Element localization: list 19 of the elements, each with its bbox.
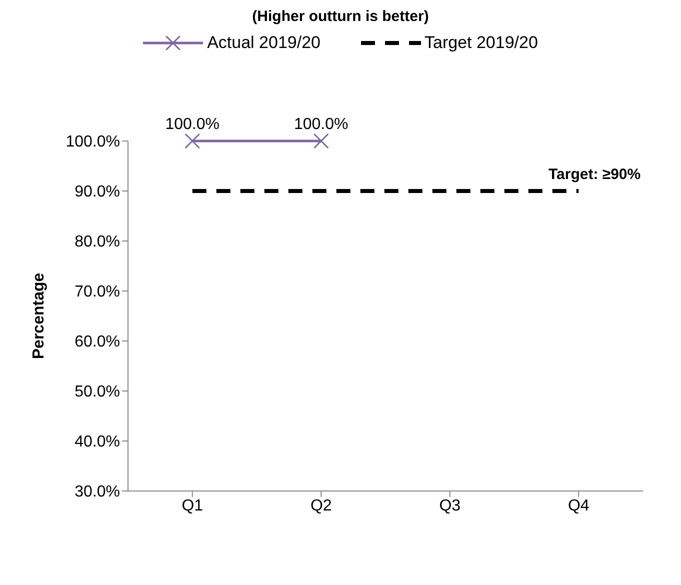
x-tick-label: Q4 [568, 497, 590, 514]
y-axis-title: Percentage [30, 272, 48, 360]
x-tick-label: Q2 [310, 497, 332, 514]
x-tick-label: Q1 [182, 497, 204, 514]
legend-label: Target 2019/20 [424, 33, 538, 53]
y-tick-label: 70.0% [74, 284, 120, 301]
y-tick-label: 90.0% [74, 184, 120, 201]
y-tick-label: 80.0% [74, 234, 120, 251]
chart-title: (Higher outturn is better) [251, 8, 430, 25]
y-tick-label: 60.0% [74, 334, 120, 351]
y-tick-label: 30.0% [74, 484, 120, 501]
y-tick-label: 50.0% [74, 384, 120, 401]
annotation: Target: ≥90% [548, 166, 641, 183]
legend-label: Actual 2019/20 [207, 33, 320, 53]
y-tick-label: 40.0% [74, 434, 120, 451]
data-label: 100.0% [165, 116, 220, 133]
data-label: 100.0% [294, 116, 348, 133]
x-tick-label: Q3 [439, 497, 461, 514]
y-tick-label: 100.0% [66, 134, 120, 151]
